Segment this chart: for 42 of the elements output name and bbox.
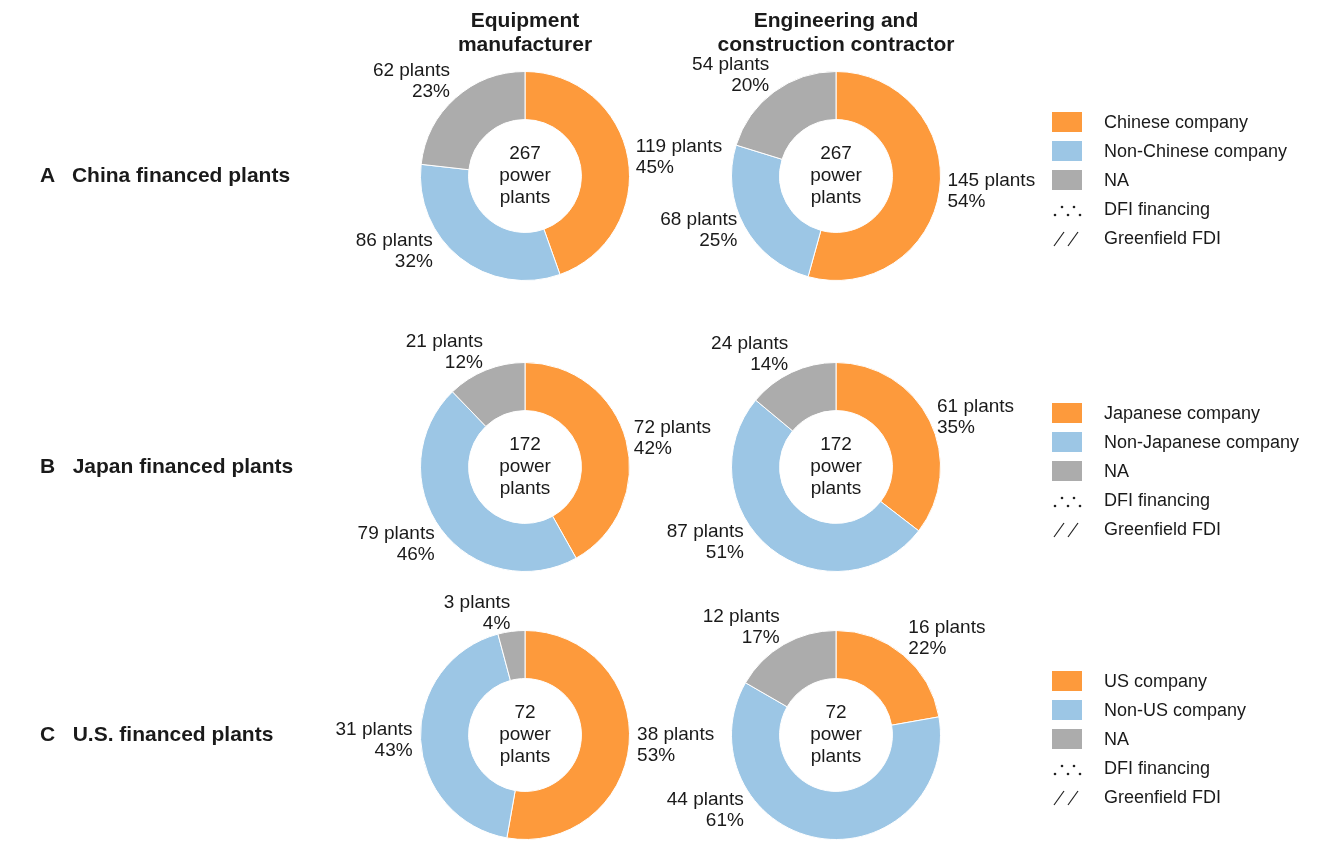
legend-label: US company [1104,670,1208,692]
data-label: 38 plants 53% [637,722,715,765]
data-label: 86 plants 32% [355,228,433,271]
data-label: 16 plants 22% [908,616,986,659]
legend-label: Chinese company [1104,111,1249,133]
data-label: 3 plants 4% [443,590,511,633]
text: 267 power plants [810,142,863,208]
text: B Japan financed plants [40,454,294,478]
data-label: 79 plants 46% [357,522,435,565]
data-label: 12 plants 17% [702,604,780,647]
text: 172 power plants [810,433,863,499]
text: DFI financing [1104,198,1211,220]
data-label: 145 plants 54% [947,168,1036,211]
legend-label: NA [1104,169,1130,191]
text: 267 power plants [499,142,552,208]
legend-label: NA [1104,728,1130,750]
chart-title: Equipment manufacturer [457,8,593,55]
text: C U.S. financed plants [40,722,274,746]
legend-label: Japanese company [1104,402,1261,424]
text: 172 power plants [499,433,552,499]
data-label: 44 plants 61% [666,787,744,830]
data-label: 62 plants 23% [372,59,451,102]
text: Greenfield FDI [1104,786,1222,808]
text: A China financed plants [40,163,291,187]
text: Greenfield FDI [1104,518,1222,540]
text: DFI financing [1104,757,1211,779]
legend-label: Non-Japanese company [1104,431,1300,453]
data-label: 24 plants 14% [711,332,789,375]
text: 72 power plants [810,701,863,767]
text: Greenfield FDI [1104,227,1222,249]
data-label: 68 plants 25% [660,207,738,250]
data-label: 119 plants 45% [635,134,723,177]
data-label: 31 plants 43% [335,717,413,760]
data-label: 72 plants 42% [633,416,711,459]
data-label: 21 plants 12% [405,329,483,372]
legend-label: Non-Chinese company [1104,140,1288,162]
legend-label: Non-US company [1104,699,1247,721]
legend-label: NA [1104,460,1130,482]
data-label: 61 plants 35% [936,395,1015,438]
text: DFI financing [1104,489,1211,511]
text: 72 power plants [499,701,552,767]
data-label: 87 plants 51% [666,519,744,562]
